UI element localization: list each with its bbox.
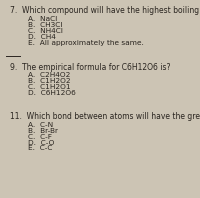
Text: B.  CH3Cl: B. CH3Cl <box>28 22 62 28</box>
Text: 7.  Which compound will have the highest boiling point?: 7. Which compound will have the highest … <box>10 6 200 15</box>
Text: 9.  The empirical formula for C6H12O6 is?: 9. The empirical formula for C6H12O6 is? <box>10 63 170 72</box>
Text: 11.  Which bond between atoms will have the greatest polarity?: 11. Which bond between atoms will have t… <box>10 112 200 121</box>
Text: B.  C1H2O2: B. C1H2O2 <box>28 78 71 84</box>
Text: C.  NH4Cl: C. NH4Cl <box>28 28 63 34</box>
Text: E.  C-C: E. C-C <box>28 146 52 151</box>
Text: B.  Br-Br: B. Br-Br <box>28 128 58 134</box>
Text: D.  C6H12O6: D. C6H12O6 <box>28 90 76 96</box>
Text: D.  C-O: D. C-O <box>28 140 54 146</box>
Text: A.  NaCl: A. NaCl <box>28 16 57 22</box>
Text: C.  C-F: C. C-F <box>28 134 52 140</box>
Text: D.  CH4: D. CH4 <box>28 34 56 40</box>
Text: E.  All approximately the same.: E. All approximately the same. <box>28 40 144 46</box>
Text: A.  C2H4O2: A. C2H4O2 <box>28 72 70 78</box>
Text: A.  C-N: A. C-N <box>28 122 53 128</box>
Text: C.  C1H2O1: C. C1H2O1 <box>28 84 71 90</box>
